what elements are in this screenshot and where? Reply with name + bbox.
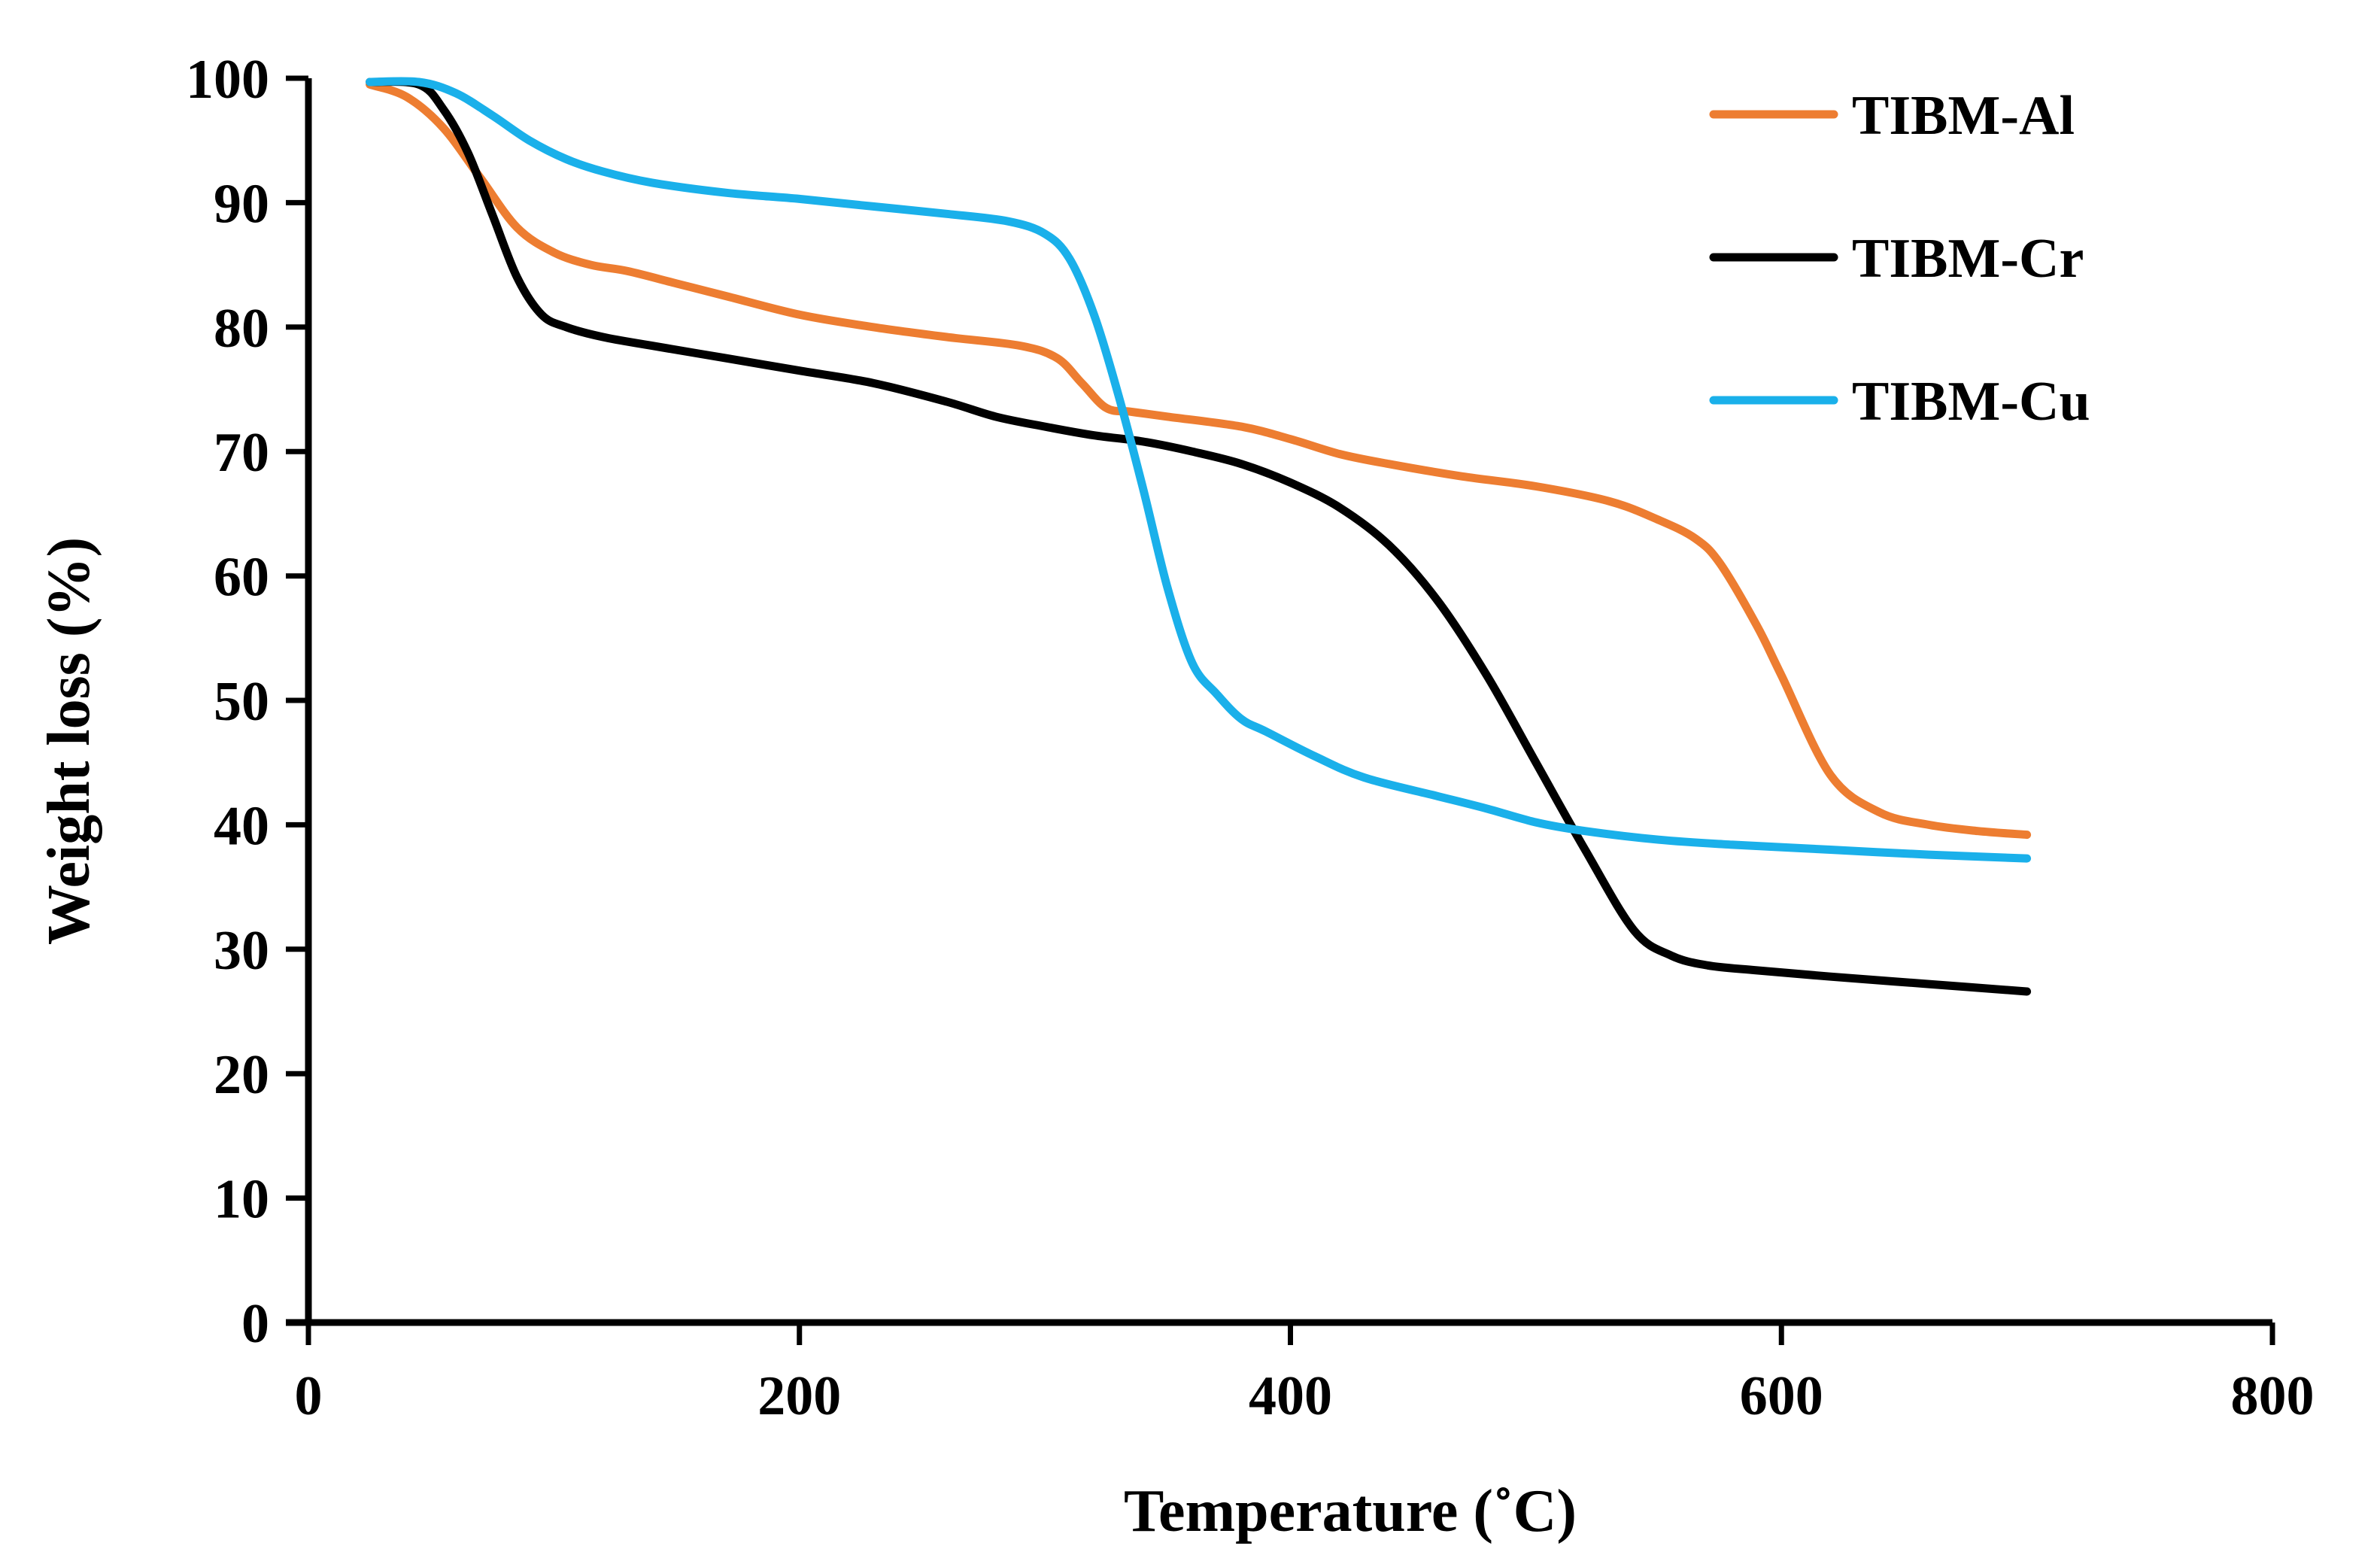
legend-label-tibm-al: TIBM-Al xyxy=(1852,85,2075,147)
y-tick-label: 20 xyxy=(214,1044,269,1106)
y-tick-label: 30 xyxy=(214,920,269,982)
x-tick-label: 200 xyxy=(757,1365,841,1427)
x-tick-label: 0 xyxy=(295,1365,323,1427)
x-tick-label: 400 xyxy=(1249,1365,1332,1427)
x-axis-title: Temperature (˚C) xyxy=(1124,1478,1577,1544)
y-tick-label: 100 xyxy=(186,49,269,111)
y-tick-label: 0 xyxy=(241,1293,269,1355)
series-line-tibm-cr xyxy=(366,77,2032,996)
x-tick-label: 800 xyxy=(2231,1365,2315,1427)
y-tick-label: 60 xyxy=(214,547,269,609)
series-line-tibm-al xyxy=(366,80,2032,840)
legend: TIBM-Al TIBM-Cr TIBM-Cu xyxy=(1709,85,2090,433)
y-tick-label: 50 xyxy=(214,671,269,733)
ticks-layer: 0 10 20 30 40 50 60 70 80 90 100 0 200 400 600 800 xyxy=(186,49,2315,1427)
legend-label-tibm-cr: TIBM-Cr xyxy=(1852,228,2084,290)
legend-label-tibm-cu: TIBM-Cu xyxy=(1852,371,2090,433)
y-tick-label: 70 xyxy=(214,422,269,484)
y-tick-label: 90 xyxy=(214,173,269,235)
y-tick-label: 80 xyxy=(214,298,269,360)
series-layer xyxy=(366,77,2032,996)
series-line-tibm-cu xyxy=(366,77,2032,863)
x-tick-label: 600 xyxy=(1740,1365,1823,1427)
y-tick-label: 10 xyxy=(214,1169,269,1231)
y-axis-title: Weight loss (%) xyxy=(36,537,102,945)
y-tick-label: 40 xyxy=(214,795,269,857)
